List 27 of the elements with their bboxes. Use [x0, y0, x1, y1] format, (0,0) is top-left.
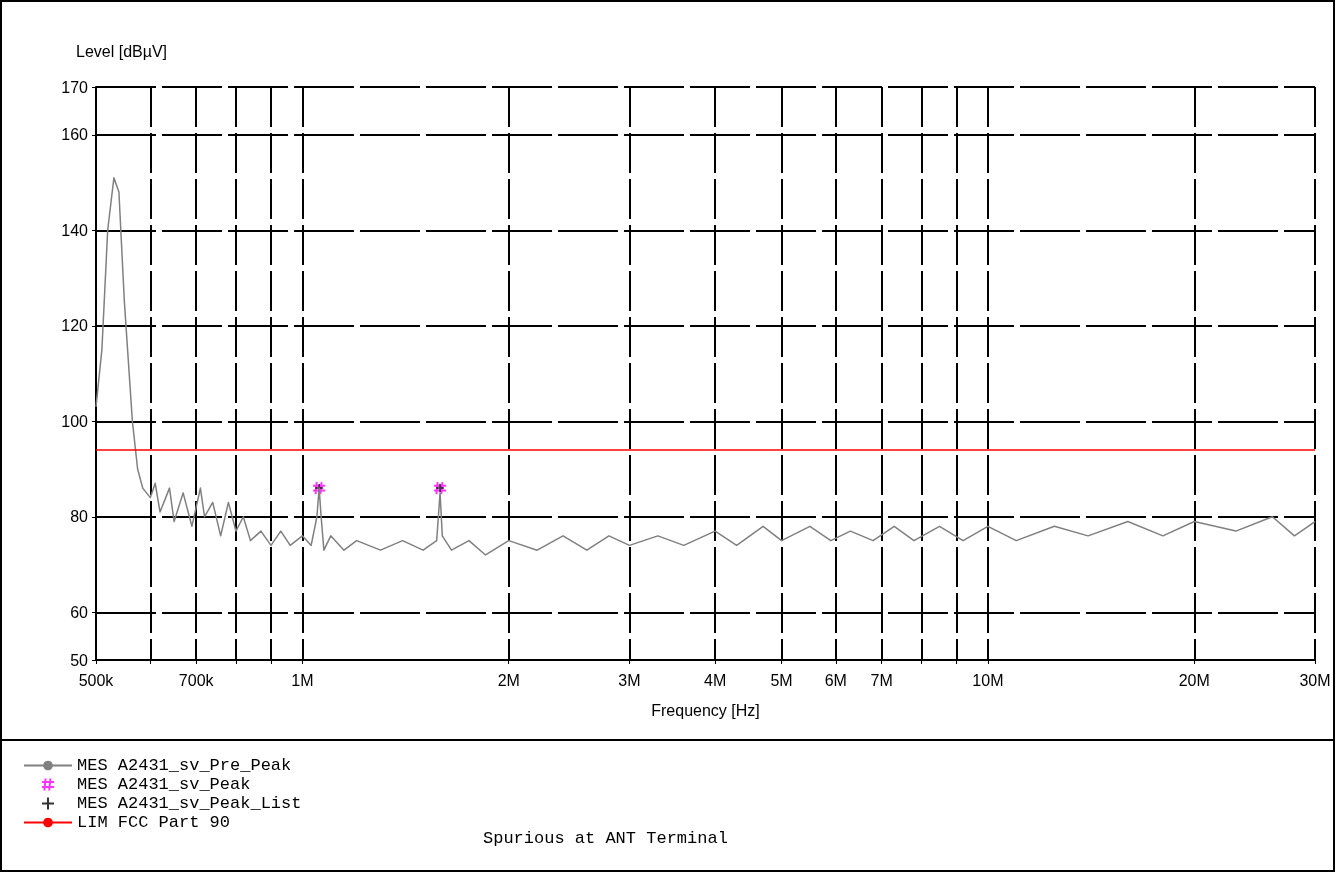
x-tick-label: 1M	[291, 671, 314, 689]
y-tick-label: 160	[61, 126, 89, 144]
x-tick-label: 2M	[497, 671, 520, 689]
legend-label: LIM FCC Part 90	[77, 813, 231, 832]
legend-label: MES A2431_sv_Pre_Peak	[77, 756, 292, 775]
x-tick-label: 10M	[972, 671, 1004, 689]
x-tick-label: 6M	[824, 671, 847, 689]
y-tick-label: 170	[61, 78, 89, 96]
y-tick-label: 120	[61, 317, 89, 335]
x-tick-label: 5M	[770, 671, 793, 689]
y-axis-title: Level [dBµV]	[76, 42, 168, 60]
text: Spurious at ANT Terminal	[483, 829, 728, 848]
x-tick-label: 500k	[78, 671, 115, 689]
legend-label: MES A2431_sv_Peak_List	[77, 794, 302, 813]
x-tick-label: 4M	[703, 671, 727, 689]
y-tick-label: 100	[61, 412, 89, 430]
y-tick-label: 140	[61, 221, 89, 239]
x-tick-label: 7M	[870, 671, 893, 689]
y-tick-label: 60	[70, 603, 89, 621]
x-tick-label: 700k	[178, 671, 215, 689]
x-tick-label: 20M	[1178, 671, 1210, 689]
x-axis-title: Frequency [Hz]	[651, 701, 760, 719]
y-tick-label: 80	[70, 508, 89, 526]
legend-label: MES A2431_sv_Peak	[77, 775, 251, 794]
y-tick-label: 50	[70, 651, 89, 669]
x-tick-label: 3M	[618, 671, 641, 689]
x-tick-label: 30M	[1299, 671, 1331, 689]
